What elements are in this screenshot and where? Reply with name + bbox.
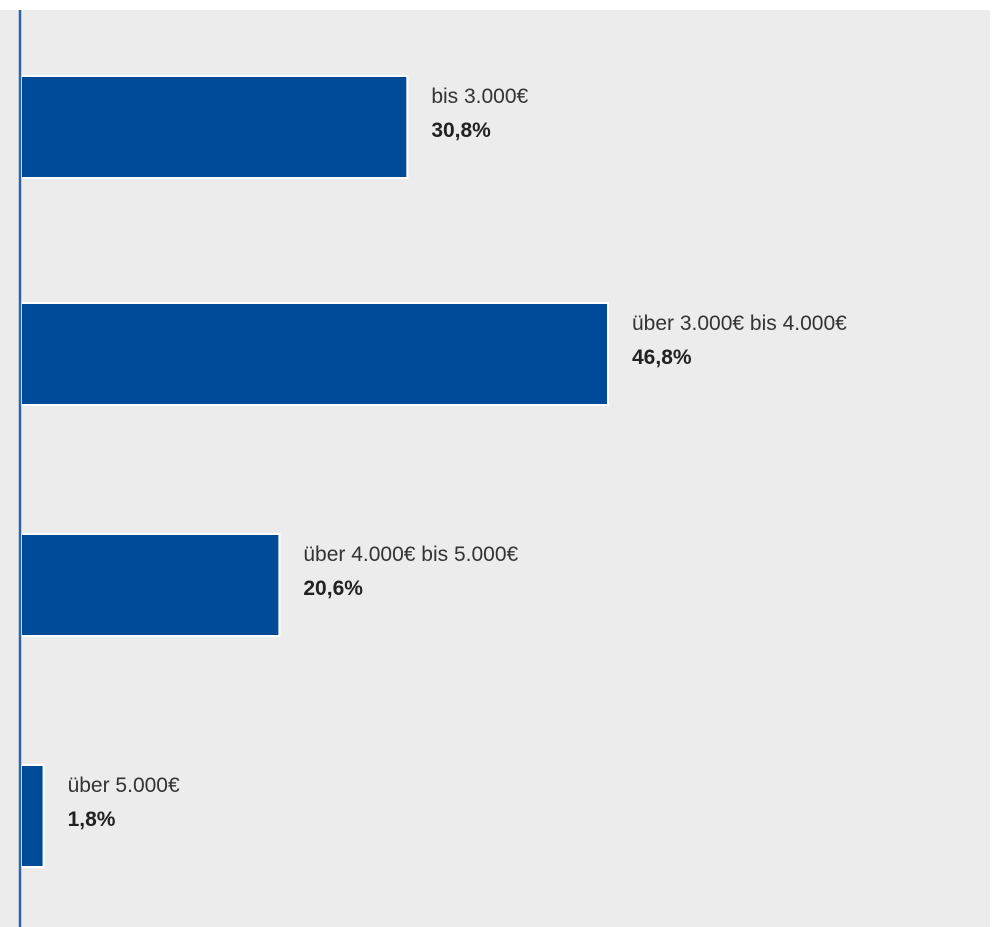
bar-2 — [20, 302, 609, 406]
value-label-2: 46,8% — [632, 346, 692, 369]
value-label-4: 1,8% — [68, 808, 116, 831]
value-label-1: 30,8% — [431, 119, 491, 142]
bar-4 — [20, 764, 45, 868]
bar-3 — [20, 533, 281, 637]
category-label-3: über 4.000€ bis 5.000€ — [303, 543, 518, 566]
bar-1 — [20, 75, 409, 179]
category-label-4: über 5.000€ — [68, 774, 180, 797]
labels-layer: bis 3.000€ 30,8% über 3.000€ bis 4.000€ 46,… — [68, 85, 848, 831]
category-label-1: bis 3.000€ — [431, 85, 528, 108]
value-label-3: 20,6% — [303, 577, 363, 600]
category-label-2: über 3.000€ bis 4.000€ — [632, 312, 847, 335]
bars-layer — [20, 75, 609, 868]
